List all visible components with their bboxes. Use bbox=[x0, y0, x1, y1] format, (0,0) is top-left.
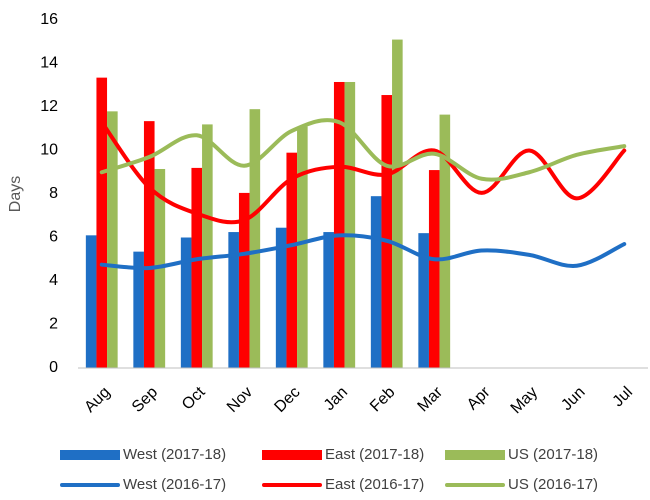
x-tick-label: Sep bbox=[129, 384, 161, 416]
legend-swatch bbox=[445, 450, 505, 460]
bar bbox=[333, 81, 345, 369]
x-tick-label: Oct bbox=[179, 383, 209, 413]
legend-label: US (2017-18) bbox=[508, 446, 598, 463]
x-tick-label: Jul bbox=[610, 384, 636, 410]
bar bbox=[85, 235, 97, 368]
line bbox=[99, 118, 627, 182]
x-tick-label: Feb bbox=[367, 384, 399, 416]
legend-swatch bbox=[60, 450, 120, 460]
bar bbox=[370, 196, 382, 368]
x-tick-label: Jun bbox=[558, 384, 588, 414]
bar bbox=[428, 170, 440, 368]
x-tick-label: Nov bbox=[224, 384, 256, 416]
legend-label: East (2017-18) bbox=[325, 446, 424, 463]
bar bbox=[107, 111, 118, 368]
bar bbox=[392, 39, 403, 368]
legend-label: US (2016-17) bbox=[508, 476, 598, 493]
bar bbox=[323, 232, 334, 368]
x-tick-label: May bbox=[508, 384, 541, 417]
legend-swatch bbox=[262, 450, 322, 460]
bar bbox=[418, 233, 429, 368]
y-tick-label: 4 bbox=[49, 272, 58, 289]
bar bbox=[238, 192, 250, 368]
bar bbox=[249, 109, 261, 369]
bar bbox=[297, 126, 308, 368]
y-tick-label: 12 bbox=[40, 98, 58, 115]
x-tick-label: Aug bbox=[81, 384, 113, 416]
x-tick-label: Mar bbox=[415, 383, 447, 415]
y-tick-label: 10 bbox=[40, 142, 58, 159]
bar bbox=[143, 121, 155, 368]
bar bbox=[96, 77, 108, 368]
bar bbox=[381, 95, 393, 368]
bar bbox=[133, 251, 144, 368]
y-tick-label: 2 bbox=[49, 316, 58, 333]
x-tick-label: Dec bbox=[271, 384, 303, 416]
y-tick-label: 0 bbox=[49, 359, 58, 376]
x-tick-label: Jan bbox=[321, 384, 351, 414]
legend-label: East (2016-17) bbox=[325, 476, 424, 493]
bar bbox=[344, 81, 356, 369]
bar bbox=[202, 124, 213, 369]
x-tick-label: Apr bbox=[464, 383, 494, 413]
line bbox=[99, 233, 627, 271]
bar bbox=[180, 237, 192, 368]
y-tick-label: 16 bbox=[40, 11, 58, 28]
bar bbox=[286, 152, 298, 368]
y-axis-label: Days bbox=[7, 176, 24, 212]
bar bbox=[275, 227, 287, 368]
bar bbox=[228, 232, 239, 368]
y-tick-label: 6 bbox=[49, 229, 58, 246]
bar bbox=[191, 167, 203, 368]
legend-label: West (2016-17) bbox=[123, 476, 226, 493]
y-tick-label: 8 bbox=[49, 185, 58, 202]
y-tick-label: 14 bbox=[40, 55, 58, 72]
legend-label: West (2017-18) bbox=[123, 446, 226, 463]
bar bbox=[439, 114, 451, 368]
line bbox=[99, 120, 627, 225]
